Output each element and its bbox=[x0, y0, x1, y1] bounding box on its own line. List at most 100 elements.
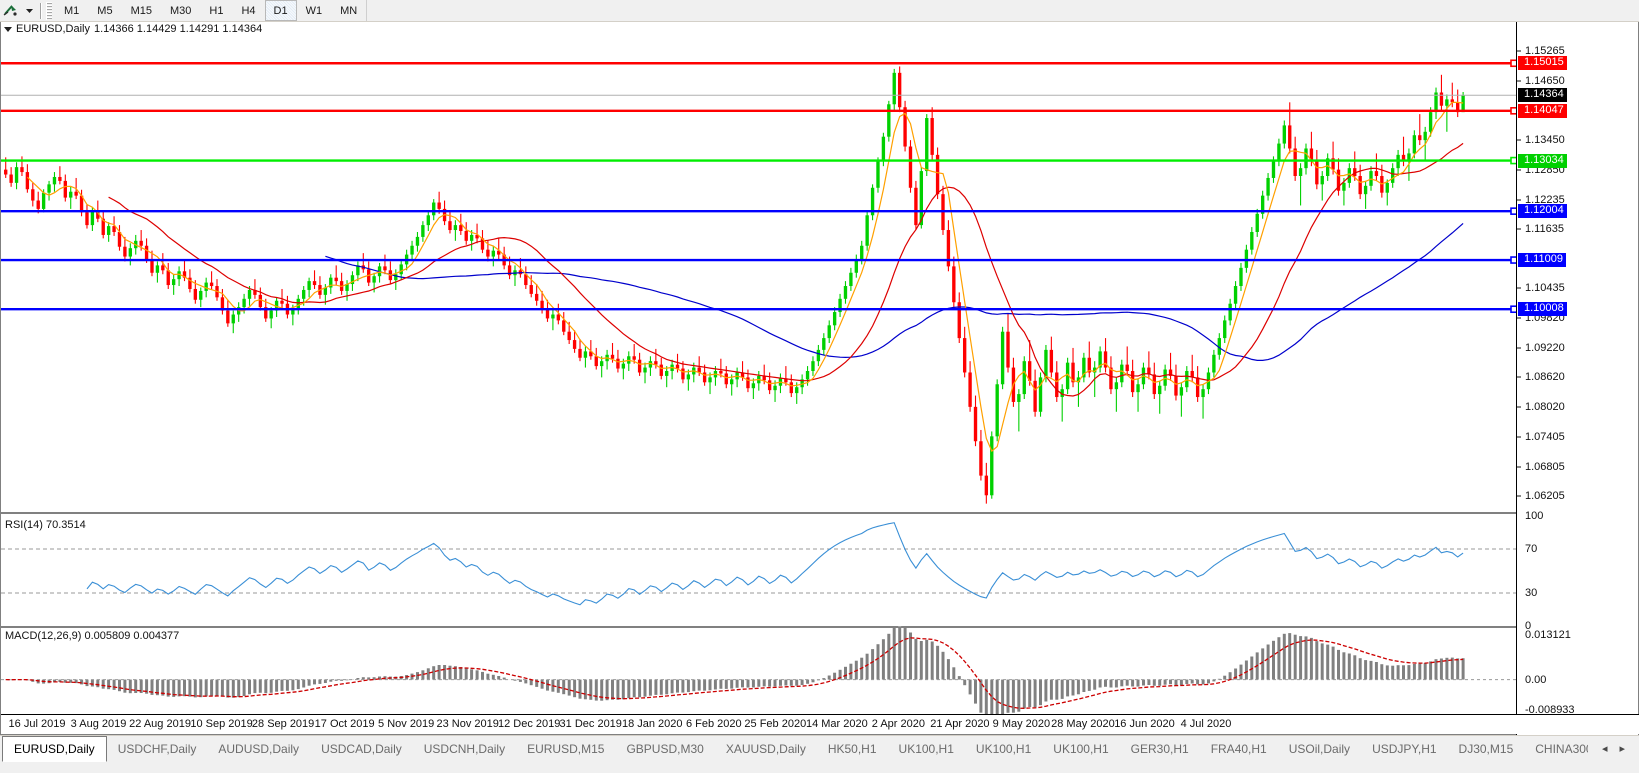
chart-tab-uk100-h1[interactable]: UK100,H1 bbox=[975, 742, 1032, 756]
rsi-indicator-label: RSI(14) 70.3514 bbox=[5, 519, 86, 531]
time-axis-label: 6 Feb 2020 bbox=[685, 718, 742, 730]
price-badge-pivot-line[interactable]: 1.13034 bbox=[1518, 153, 1567, 168]
chart-tab-hk50-h1[interactable]: HK50,H1 bbox=[827, 742, 877, 756]
chart-tab-fra40-h1[interactable]: FRA40,H1 bbox=[1210, 742, 1267, 756]
chart-tab-audusd-daily[interactable]: AUDUSD,Daily bbox=[218, 742, 300, 756]
chart-tab-usdcnh-daily[interactable]: USDCNH,Daily bbox=[423, 742, 506, 756]
price-badge-resistance-line[interactable]: 1.15015 bbox=[1518, 56, 1567, 71]
price-tick-label: 1.11635 bbox=[1525, 223, 1564, 236]
price-tick-mark bbox=[1517, 317, 1521, 319]
chart-tab-usoil-daily[interactable]: USOil,Daily bbox=[1288, 742, 1351, 756]
chart-window[interactable]: EURUSD,Daily 1.14366 1.14429 1.14291 1.1… bbox=[0, 22, 1639, 735]
macd-signal-line bbox=[5, 637, 1464, 709]
horizontal-level-lines[interactable] bbox=[1, 59, 1518, 314]
price-badge-resistance-line[interactable]: 1.14047 bbox=[1518, 103, 1567, 118]
chart-tab-xauusd-daily[interactable]: XAUUSD,Daily bbox=[725, 742, 806, 756]
chart-tab-ger30-h1[interactable]: GER30,H1 bbox=[1130, 742, 1189, 756]
macd-indicator-label: MACD(12,26,9) 0.005809 0.004377 bbox=[5, 630, 180, 642]
time-axis-label: 4 Jul 2020 bbox=[1180, 718, 1232, 730]
time-axis-label: 16 Jul 2019 bbox=[8, 718, 66, 730]
time-axis-label: 12 Dec 2019 bbox=[498, 718, 561, 730]
chart-tab-eurusd-m15[interactable]: EURUSD,M15 bbox=[527, 742, 605, 756]
chart-tab-usdcad-daily[interactable]: USDCAD,Daily bbox=[321, 742, 402, 756]
chart-tab-china300-h4[interactable]: CHINA300,H4 bbox=[1535, 742, 1588, 756]
time-axis-label: 5 Nov 2019 bbox=[378, 718, 435, 730]
price-tick-mark bbox=[1517, 50, 1521, 52]
timeframe-button-m5[interactable]: M5 bbox=[97, 5, 113, 17]
cursor-crosshair-icon[interactable] bbox=[0, 1, 22, 21]
ma-fast-line bbox=[26, 101, 1464, 453]
rsi-scale-label: 100 bbox=[1525, 510, 1544, 522]
price-tick-mark bbox=[1517, 376, 1521, 378]
chart-tab-uk100-h1[interactable]: UK100,H1 bbox=[1053, 742, 1109, 756]
price-tick-mark bbox=[1517, 347, 1521, 349]
macd-scale-label: -0.008933 bbox=[1525, 704, 1575, 716]
tab-scroll-controls: ◂ ▸ bbox=[1588, 736, 1639, 762]
timeframe-button-m30[interactable]: M30 bbox=[169, 5, 192, 17]
chart-menu-caret-icon[interactable] bbox=[4, 26, 12, 32]
crosshair-glyph bbox=[3, 5, 17, 16]
toolbar-dropdown-icon[interactable] bbox=[22, 1, 36, 21]
timeframe-button-mn[interactable]: MN bbox=[340, 5, 358, 17]
timeframe-button-m15[interactable]: M15 bbox=[130, 5, 152, 17]
toolbar-end-divider bbox=[366, 0, 384, 21]
rsi-scale-label: 70 bbox=[1525, 543, 1538, 555]
chart-ohlc-values: 1.14366 1.14429 1.14291 1.14364 bbox=[93, 23, 263, 35]
price-scale-axis[interactable]: 1.15265 1.14650 1.13450 1.12850 1.12235 1.116… bbox=[1516, 22, 1638, 735]
chart-tab-gbpusd-m30[interactable]: GBPUSD,M30 bbox=[626, 742, 704, 756]
price-tick-mark bbox=[1517, 287, 1521, 289]
price-tick-label: 1.07405 bbox=[1525, 431, 1565, 444]
price-tick-mark bbox=[1517, 139, 1521, 141]
price-badge-support-line[interactable]: 1.12004 bbox=[1518, 204, 1567, 219]
chevron-down-glyph bbox=[26, 9, 33, 13]
price-tick-mark bbox=[1517, 199, 1521, 201]
price-tick-mark bbox=[1517, 169, 1521, 171]
timeframe-button-m1[interactable]: M1 bbox=[64, 5, 80, 17]
price-tick-mark bbox=[1517, 406, 1521, 408]
tab-scroll-next-icon[interactable]: ▸ bbox=[1619, 742, 1625, 755]
time-axis[interactable]: 16 Jul 2019 3 Aug 2019 22 Aug 2019 10 Sep 2… bbox=[1, 714, 1639, 734]
ma-slow-line bbox=[325, 222, 1464, 361]
timeframe-button-w1[interactable]: W1 bbox=[305, 5, 323, 17]
price-tick-label: 1.14650 bbox=[1525, 75, 1565, 88]
chart-tab-eurusd-daily[interactable]: EURUSD,Daily bbox=[2, 736, 107, 762]
price-tick-label: 1.06805 bbox=[1525, 460, 1565, 473]
price-tick-label: 1.09220 bbox=[1525, 341, 1565, 354]
rsi-pane bbox=[1, 522, 1518, 606]
chart-tab-uk100-h1[interactable]: UK100,H1 bbox=[898, 742, 954, 756]
chart-tab-dj30-m15[interactable]: DJ30,M15 bbox=[1458, 742, 1514, 756]
timeframe-button-d1[interactable]: D1 bbox=[264, 0, 297, 21]
price-tick-mark bbox=[1517, 228, 1521, 230]
time-axis-label: 23 Nov 2019 bbox=[436, 718, 499, 730]
toolbar-separator bbox=[40, 2, 42, 19]
time-axis-label: 14 Mar 2020 bbox=[805, 718, 868, 730]
price-tick-label: 1.15265 bbox=[1525, 44, 1565, 57]
chart-tab-bar: EURUSD,Daily USDCHF,Daily AUDUSD,Daily USDC… bbox=[0, 735, 1639, 773]
price-tick-mark bbox=[1517, 495, 1521, 497]
price-tick-mark bbox=[1517, 466, 1521, 468]
price-tick-label: 1.08620 bbox=[1525, 371, 1565, 384]
pane-separators bbox=[1, 512, 1518, 628]
time-axis-label: 18 Jan 2020 bbox=[621, 718, 683, 730]
time-axis-label: 22 Aug 2019 bbox=[129, 718, 191, 730]
price-badge-support-line[interactable]: 1.11009 bbox=[1518, 253, 1566, 268]
time-axis-label: 28 Sep 2019 bbox=[251, 718, 315, 730]
timeframe-button-h1[interactable]: H1 bbox=[209, 5, 224, 17]
toolbar-grip-handle[interactable] bbox=[46, 1, 52, 20]
price-badge-last-price[interactable]: 1.14364 bbox=[1518, 88, 1567, 103]
macd-scale-label: 0.00 bbox=[1525, 673, 1547, 686]
chart-tab-usdjpy-h1[interactable]: USDJPY,H1 bbox=[1372, 742, 1437, 756]
chart-plot-area[interactable] bbox=[1, 22, 1518, 714]
timeframe-button-h4[interactable]: H4 bbox=[241, 5, 256, 17]
price-badge-support-line[interactable]: 1.10008 bbox=[1518, 302, 1567, 317]
price-tick-label: 1.10435 bbox=[1525, 282, 1565, 295]
chart-header: EURUSD,Daily 1.14366 1.14429 1.14291 1.1… bbox=[1, 22, 1638, 36]
chart-tab-usdchf-daily[interactable]: USDCHF,Daily bbox=[117, 742, 197, 756]
rsi-scale-label: 30 bbox=[1525, 587, 1538, 599]
ma-mid-line bbox=[108, 142, 1464, 397]
price-tick-label: 1.13450 bbox=[1525, 134, 1565, 147]
macd-scale-label: 0.013121 bbox=[1525, 629, 1571, 641]
tab-scroll-prev-icon[interactable]: ◂ bbox=[1601, 742, 1608, 755]
time-axis-label: 16 Jun 2020 bbox=[1114, 718, 1175, 730]
